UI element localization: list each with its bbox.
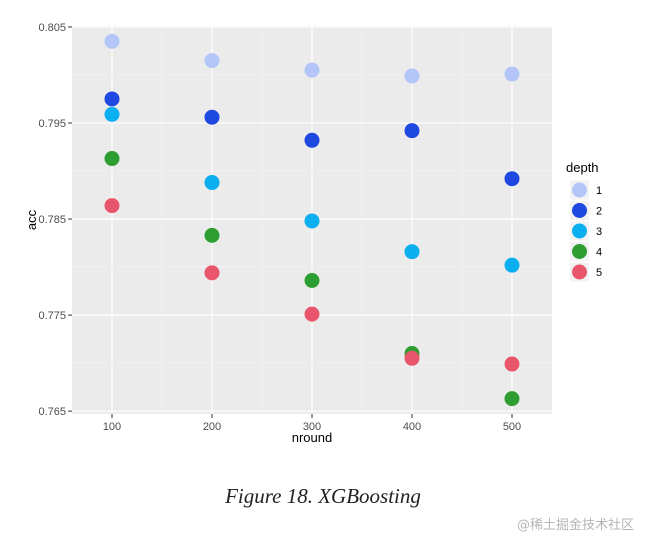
y-axis-ticks: 0.765 0.775 0.785 0.795 0.805 bbox=[38, 22, 72, 418]
legend-swatch bbox=[572, 223, 587, 239]
legend-label: 5 bbox=[596, 267, 602, 279]
data-point-depth-3 bbox=[104, 106, 120, 122]
data-point-depth-4 bbox=[204, 227, 220, 243]
data-point-depth-2 bbox=[504, 171, 520, 187]
data-point-depth-1 bbox=[104, 33, 120, 49]
x-tick-label: 300 bbox=[303, 421, 321, 433]
data-point-depth-1 bbox=[404, 68, 420, 84]
data-point-depth-3 bbox=[204, 175, 220, 191]
data-point-depth-5 bbox=[404, 350, 420, 366]
data-point-depth-4 bbox=[104, 151, 120, 167]
data-point-depth-1 bbox=[304, 62, 320, 78]
data-point-depth-4 bbox=[304, 273, 320, 289]
legend-label: 2 bbox=[596, 206, 602, 218]
data-point-depth-5 bbox=[304, 306, 320, 322]
legend-swatch bbox=[572, 244, 587, 259]
data-point-depth-2 bbox=[404, 123, 420, 139]
x-tick-label: 200 bbox=[203, 421, 221, 433]
data-point-depth-3 bbox=[304, 213, 320, 229]
y-tick-label: 0.785 bbox=[38, 214, 66, 226]
y-tick-label: 0.765 bbox=[38, 406, 66, 418]
legend-swatch bbox=[572, 182, 587, 198]
legend: depth 1 2 3 4 5 bbox=[566, 160, 602, 282]
legend-title: depth bbox=[566, 160, 599, 175]
data-point-depth-5 bbox=[104, 198, 120, 214]
legend-label: 3 bbox=[596, 226, 602, 238]
data-point-depth-1 bbox=[204, 53, 220, 69]
legend-swatch bbox=[572, 203, 587, 218]
y-tick-label: 0.805 bbox=[38, 22, 66, 34]
x-tick-label: 400 bbox=[403, 421, 421, 433]
x-axis-title: nround bbox=[292, 430, 332, 445]
legend-label: 1 bbox=[596, 185, 602, 197]
data-point-depth-5 bbox=[204, 265, 220, 281]
legend-label: 4 bbox=[596, 247, 602, 259]
data-point-depth-3 bbox=[504, 257, 520, 273]
x-tick-label: 100 bbox=[103, 421, 121, 433]
data-point-depth-2 bbox=[304, 132, 320, 148]
data-point-depth-1 bbox=[504, 66, 520, 82]
data-point-depth-5 bbox=[504, 356, 520, 372]
legend-swatch bbox=[572, 264, 587, 280]
watermark: @稀土掘金技术社区 bbox=[516, 518, 634, 533]
data-point-depth-2 bbox=[104, 91, 120, 107]
data-point-depth-2 bbox=[204, 109, 220, 125]
data-point-depth-3 bbox=[404, 244, 420, 260]
figure-caption: Figure 18. XGBoosting bbox=[225, 484, 421, 508]
x-axis-ticks: 100 200 300 400 500 bbox=[103, 414, 521, 433]
y-tick-label: 0.795 bbox=[38, 118, 66, 130]
x-tick-label: 500 bbox=[503, 421, 521, 433]
y-tick-label: 0.775 bbox=[38, 310, 66, 322]
data-point-depth-4 bbox=[504, 391, 520, 407]
data-points bbox=[104, 33, 520, 407]
y-axis-title: acc bbox=[24, 209, 39, 230]
